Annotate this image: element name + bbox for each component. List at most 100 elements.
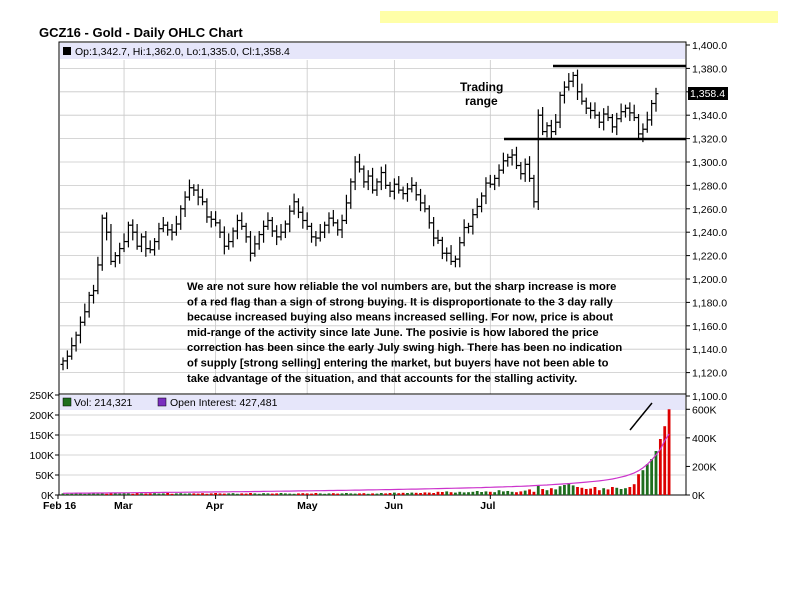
volume-bar [610, 487, 614, 495]
commentary-text: We are not sure how reliable the vol num… [187, 281, 622, 385]
volume-bar [567, 483, 571, 495]
volume-bar [388, 493, 392, 495]
volume-bar [166, 493, 170, 495]
volume-tick-label: 200K [29, 410, 54, 422]
volume-tick-label: 150K [29, 430, 54, 442]
price-legend: Op:1,342.7, Hi:1,362.0, Lo:1,335.0, Cl:1… [75, 46, 290, 58]
date-axis: Feb 16 Mar Apr May Jun Jul [43, 495, 496, 512]
volume-bar [475, 491, 479, 495]
volume-bar [545, 490, 549, 495]
volume-bar [628, 487, 632, 495]
volume-bar [105, 493, 109, 495]
volume-bar [471, 491, 475, 495]
price-tick-label: 1,180.0 [692, 297, 727, 309]
volume-bar [480, 492, 483, 495]
volume-bar [227, 493, 231, 495]
volume-bar [606, 489, 610, 495]
volume-bar [541, 489, 545, 495]
volume-bar [310, 493, 313, 495]
trading-range-label-line2: range [465, 94, 498, 108]
volume-bar [222, 493, 226, 495]
volume-bar [275, 493, 279, 495]
volume-bar [305, 493, 309, 495]
volume-bar [645, 464, 649, 495]
volume-bar [209, 493, 213, 495]
volume-bar [87, 493, 91, 495]
volume-panel [58, 393, 687, 496]
volume-bar [65, 493, 69, 495]
volume-bar [218, 493, 222, 495]
volume-bar [449, 492, 453, 495]
volume-bar [571, 485, 575, 495]
commentary-line: of a red flag than a sign of strong buyi… [187, 296, 614, 308]
volume-bar [179, 493, 183, 495]
volume-bar [266, 493, 270, 495]
volume-bar [427, 492, 431, 495]
volume-bar [375, 493, 379, 495]
price-axis: 1,100.0 1,120.0 1,140.0 1,160.0 1,180.0 1,200… [686, 40, 727, 403]
price-tick-label: 1,240.0 [692, 227, 727, 239]
volume-bar [61, 493, 65, 495]
oi-tick-label: 200K [692, 461, 717, 473]
oi-tick-label: 600K [692, 404, 717, 416]
volume-bar [515, 492, 518, 495]
volume-bar [70, 493, 74, 495]
commentary-line: because increased buying also means incr… [187, 312, 613, 324]
volume-grid [60, 414, 685, 476]
volume-bar [249, 493, 252, 495]
volume-bar [131, 493, 135, 495]
vol-legend: Vol: 214,321 [74, 397, 133, 409]
volume-bar [118, 493, 122, 495]
volume-bar [458, 491, 462, 495]
last-price-label: 1,358.4 [690, 88, 725, 100]
volume-bar [301, 493, 305, 495]
volume-bar [96, 493, 100, 495]
price-tick-label: 1,160.0 [692, 321, 727, 333]
volume-bar [183, 493, 187, 495]
volume-bar [497, 490, 501, 495]
volume-bar [240, 493, 244, 495]
volume-bar [432, 493, 436, 495]
oi-tick-label: 400K [692, 433, 717, 445]
volume-bar [654, 451, 658, 495]
volume-bar [593, 487, 597, 495]
volume-bar [257, 493, 261, 495]
volume-bar [336, 493, 340, 495]
volume-bar [454, 492, 457, 495]
volume-bar [188, 493, 191, 495]
price-tick-label: 1,100.0 [692, 391, 727, 403]
volume-bar [401, 492, 405, 495]
commentary-line: mid-range of the activity since late Jun… [187, 327, 599, 339]
volume-bar [523, 490, 527, 495]
volume-bar [113, 493, 117, 495]
volume-bar [340, 493, 344, 495]
volume-bar [279, 493, 283, 495]
volume-bar [74, 493, 78, 495]
volume-bar [144, 493, 148, 495]
volume-bar [127, 493, 130, 495]
volume-bar [549, 488, 553, 495]
volume-bar [580, 487, 584, 495]
volume-bar [371, 493, 374, 495]
volume-bar [484, 491, 488, 495]
volume-bar [445, 491, 449, 495]
commentary-line: take advantage of the situation, and tha… [187, 373, 577, 385]
volume-bar [109, 493, 113, 495]
price-tick-label: 1,220.0 [692, 251, 727, 263]
volume-tick-label: 0K [41, 490, 54, 502]
volume-bar [419, 493, 422, 495]
volume-bar [288, 493, 292, 495]
volume-bar [462, 492, 466, 495]
date-tick-label: Feb 16 [43, 500, 76, 512]
oi-tick-label: 0K [692, 490, 705, 502]
oi-legend-swatch [157, 397, 167, 407]
volume-bar [362, 493, 366, 495]
header-highlight-bar [380, 11, 778, 23]
open-interest-axis: 0K 200K 400K 600K [686, 404, 717, 502]
volume-bar [554, 489, 558, 495]
volume-bar [558, 486, 562, 495]
volume-bar [584, 489, 588, 495]
volume-bar [292, 493, 296, 495]
volume-bar [318, 493, 322, 495]
